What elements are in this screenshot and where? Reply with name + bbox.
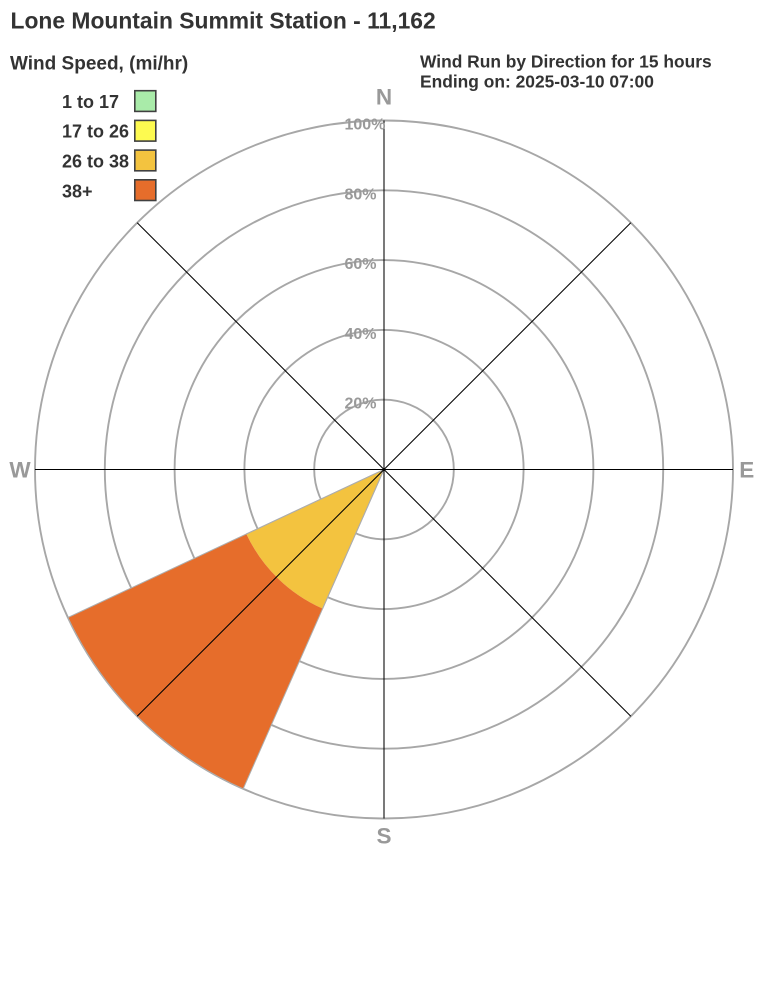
svg-text:40%: 40% <box>345 326 377 343</box>
svg-text:80%: 80% <box>345 186 377 203</box>
svg-text:S: S <box>376 824 391 849</box>
svg-text:26 to 38: 26 to 38 <box>62 152 129 172</box>
svg-text:Wind Speed, (mi/hr): Wind Speed, (mi/hr) <box>10 54 188 75</box>
svg-text:20%: 20% <box>345 396 377 413</box>
svg-text:N: N <box>376 85 392 110</box>
svg-text:Wind Run by Direction for 15 h: Wind Run by Direction for 15 hours <box>420 51 712 71</box>
svg-text:W: W <box>9 457 31 482</box>
svg-text:Lone Mountain Summit Station -: Lone Mountain Summit Station - 11,162 <box>11 8 436 34</box>
svg-text:17 to 26: 17 to 26 <box>62 122 129 142</box>
svg-text:1 to 17: 1 to 17 <box>62 92 119 112</box>
svg-text:Ending on: 2025-03-10 07:00: Ending on: 2025-03-10 07:00 <box>420 72 654 92</box>
svg-text:100%: 100% <box>345 117 386 134</box>
svg-text:E: E <box>739 457 754 482</box>
svg-text:38+: 38+ <box>62 181 93 201</box>
svg-text:60%: 60% <box>345 256 377 273</box>
